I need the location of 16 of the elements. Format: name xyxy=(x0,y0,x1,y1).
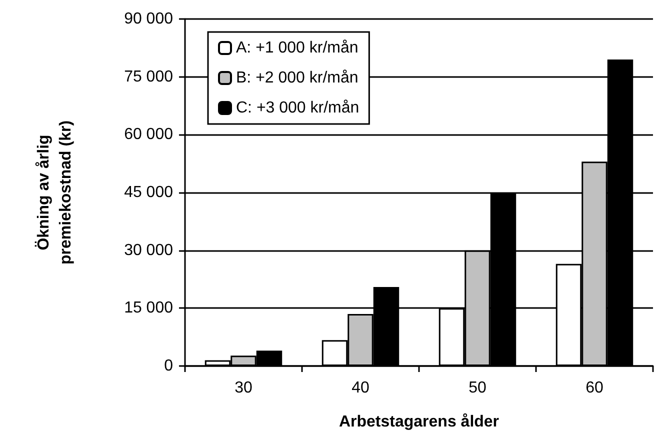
y-tick-label: 0 xyxy=(164,358,174,374)
y-tick-label: 15 000 xyxy=(124,300,174,317)
y-tick-label: 60 000 xyxy=(124,126,174,144)
y-tick-label: 45 000 xyxy=(124,184,174,201)
x-tick-label: 30 xyxy=(234,380,252,396)
legend-label: A: +1 000 kr/mån xyxy=(236,40,358,56)
y-tick-label: 30 000 xyxy=(124,242,174,259)
x-tick-label: 60 xyxy=(586,380,604,396)
legend-label: C: +3 000 kr/mån xyxy=(236,100,360,116)
x-tick-label: 50 xyxy=(468,380,486,396)
y-tick-label: 75 000 xyxy=(124,68,174,86)
x-axis-title: Arbetstagarens ålder xyxy=(338,412,500,430)
y-tick-label: 90 000 xyxy=(124,10,174,28)
y-axis-title: Ökning av årlig premiekostnad (kr) xyxy=(34,120,74,265)
legend-label: B: +2 000 kr/mån xyxy=(236,70,358,86)
x-tick-label: 40 xyxy=(352,380,370,396)
